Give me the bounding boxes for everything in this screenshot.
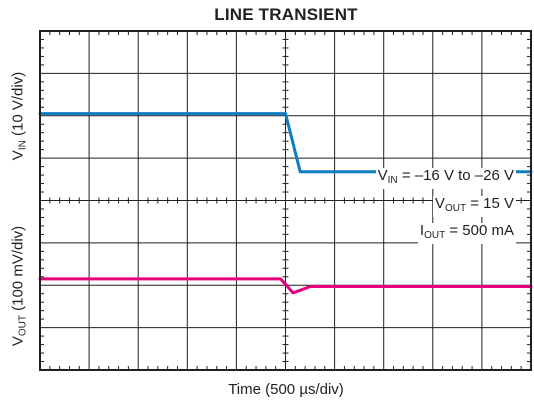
annotation-vin: VIN = –16 V to –26 V: [375, 168, 516, 189]
chart-title: LINE TRANSIENT: [214, 5, 358, 24]
annotation-vout: VOUT = 15 V: [432, 196, 516, 217]
annotation-iout: IOUT = 500 mA: [417, 223, 516, 244]
plot-frame: [39, 30, 532, 371]
trace-vin: [38, 277, 533, 295]
x-axis-label: Time (500 µs/div): [228, 381, 344, 398]
